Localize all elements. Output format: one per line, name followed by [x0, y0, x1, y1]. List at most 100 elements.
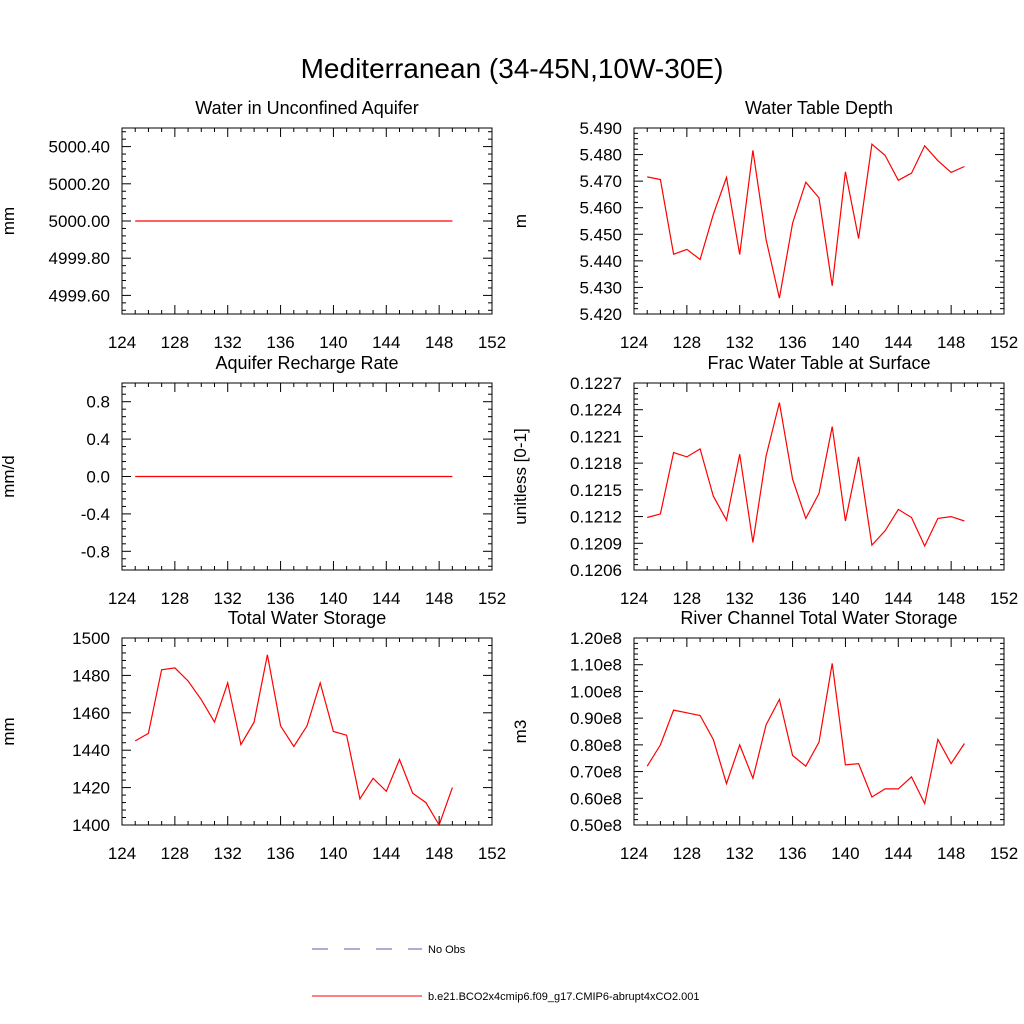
panel-4: Frac Water Table at Surface unitless [0-1… [511, 353, 1018, 608]
panels: Water in Unconfined Aquifer mm 124 128 132 13… [0, 98, 1018, 863]
x-tick-label: 132 [726, 589, 754, 608]
y-tick-label: 1480 [72, 666, 110, 685]
y-axis-label: unitless [0-1] [511, 428, 530, 524]
x-tick-label: 124 [620, 589, 648, 608]
y-axis-label: mm [0, 207, 18, 235]
y-tick-label: 0.8 [86, 393, 110, 412]
y-tick-label: 5000.00 [49, 212, 110, 231]
x-tick-label: 144 [372, 844, 400, 863]
panel-2: Water Table Depth m 124 128 132 136 140 144 148 1… [511, 98, 1018, 352]
panel-title: River Channel Total Water Storage [680, 608, 957, 628]
legend-model-label: b.e21.BCO2x4cmip6.f09_g17.CMIP6-abrupt4x… [428, 991, 700, 1003]
series-line [646, 663, 965, 806]
y-axis-label: mm/d [0, 455, 18, 498]
y-tick-label: 5.450 [579, 225, 622, 244]
y-tick-label: 0.1224 [570, 401, 622, 420]
y-tick-label: 5.490 [579, 119, 622, 138]
y-tick-label: 5.430 [579, 278, 622, 297]
x-tick-label: 132 [726, 844, 754, 863]
x-tick-label: 128 [161, 589, 189, 608]
plot-frame [121, 637, 493, 826]
y-tick-label: 5.440 [579, 252, 622, 271]
panel-6: River Channel Total Water Storage m3 124 12… [511, 608, 1018, 863]
y-tick-label: 5000.40 [49, 138, 110, 157]
panel-5: Total Water Storage mm 124 128 132 136 140 144 1… [0, 608, 506, 863]
x-tick-label: 132 [214, 844, 242, 863]
plot-frame [633, 382, 1005, 571]
y-tick-label: 1440 [72, 741, 110, 760]
x-tick-label: 124 [108, 844, 136, 863]
x-tick-label: 152 [478, 844, 506, 863]
x-tick-label: 140 [831, 333, 859, 352]
y-tick-label: 0.1218 [570, 454, 622, 473]
x-tick-label: 148 [937, 844, 965, 863]
x-tick-label: 140 [319, 844, 347, 863]
series-line [647, 402, 965, 548]
x-tick-label: 124 [620, 844, 648, 863]
plot-frame [633, 127, 1005, 315]
panel-title: Total Water Storage [228, 608, 386, 628]
panel-title: Water Table Depth [745, 98, 893, 118]
x-tick-label: 140 [319, 589, 347, 608]
x-tick-label: 140 [831, 844, 859, 863]
y-tick-label: 0.0 [86, 468, 110, 487]
y-tick-label: 1.00e8 [570, 682, 622, 701]
y-tick-label: 0.1206 [570, 561, 622, 580]
y-tick-label: 1.20e8 [570, 629, 622, 648]
y-tick-label: 0.90e8 [570, 709, 622, 728]
x-tick-label: 136 [778, 333, 806, 352]
x-tick-label: 136 [266, 844, 294, 863]
series-line [647, 143, 965, 299]
y-tick-label: 0.4 [86, 430, 110, 449]
x-tick-label: 148 [425, 333, 453, 352]
y-tick-label: 5.480 [579, 146, 622, 165]
x-tick-label: 136 [266, 589, 294, 608]
x-tick-label: 128 [673, 844, 701, 863]
y-tick-label: 4999.80 [49, 249, 110, 268]
x-tick-label: 152 [478, 333, 506, 352]
x-tick-label: 124 [620, 333, 648, 352]
panel-title: Aquifer Recharge Rate [215, 353, 398, 373]
y-tick-label: 1420 [72, 779, 110, 798]
y-tick-label: 5.420 [579, 305, 622, 324]
x-tick-label: 152 [990, 333, 1018, 352]
x-tick-label: 128 [673, 589, 701, 608]
y-tick-label: 1500 [72, 629, 110, 648]
series-line [134, 654, 453, 827]
y-tick-label: 1.10e8 [570, 656, 622, 675]
x-tick-label: 152 [478, 589, 506, 608]
figure-title: Mediterranean (34-45N,10W-30E) [301, 53, 724, 84]
y-axis-label: mm [0, 717, 18, 745]
y-tick-label: 1400 [72, 816, 110, 835]
panel-title: Frac Water Table at Surface [707, 353, 930, 373]
x-tick-label: 148 [425, 589, 453, 608]
y-tick-label: 0.50e8 [570, 816, 622, 835]
x-tick-label: 144 [372, 589, 400, 608]
x-tick-label: 144 [884, 589, 912, 608]
x-tick-label: 144 [372, 333, 400, 352]
x-tick-label: 136 [266, 333, 294, 352]
y-tick-label: 5.460 [579, 199, 622, 218]
y-tick-label: 4999.60 [49, 286, 110, 305]
y-tick-label: -0.4 [81, 505, 110, 524]
panel-1: Water in Unconfined Aquifer mm 124 128 132 13… [0, 98, 506, 352]
y-tick-label: 5000.20 [49, 175, 110, 194]
x-tick-label: 148 [937, 589, 965, 608]
x-tick-label: 132 [726, 333, 754, 352]
x-tick-label: 124 [108, 333, 136, 352]
y-tick-label: 0.1221 [570, 427, 622, 446]
x-tick-label: 128 [673, 333, 701, 352]
y-tick-label: 5.470 [579, 172, 622, 191]
y-tick-label: 0.1215 [570, 481, 622, 500]
x-tick-label: 148 [425, 844, 453, 863]
panel-title: Water in Unconfined Aquifer [195, 98, 418, 118]
x-tick-label: 128 [161, 333, 189, 352]
legend-obs-label: No Obs [428, 944, 466, 956]
x-tick-label: 124 [108, 589, 136, 608]
y-tick-label: 0.60e8 [570, 789, 622, 808]
plot-frame [633, 637, 1005, 826]
x-tick-label: 140 [319, 333, 347, 352]
x-tick-label: 152 [990, 589, 1018, 608]
y-tick-label: 0.1209 [570, 534, 622, 553]
